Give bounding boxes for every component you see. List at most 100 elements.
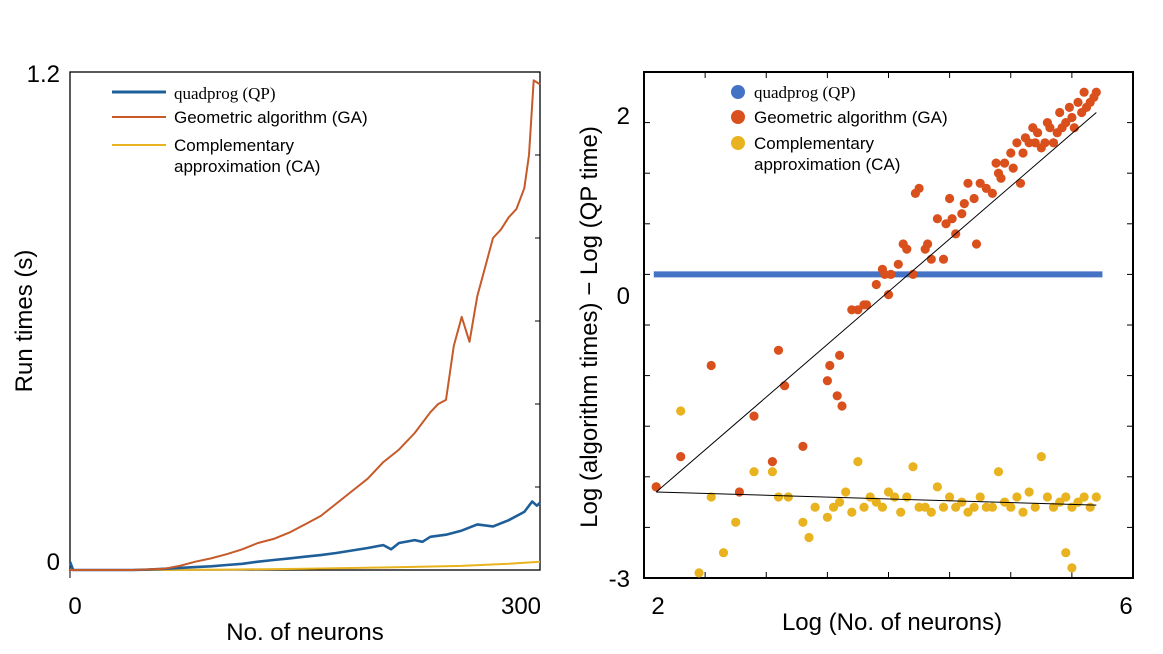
point-ga [902, 244, 912, 254]
point-ca [1012, 492, 1022, 502]
point-ca [841, 487, 851, 497]
right-x-tick-right: 6 [1119, 593, 1132, 620]
point-ga [886, 269, 896, 279]
point-ga [1033, 128, 1043, 138]
legend-label-qp-right: quadprog (QP) [754, 83, 856, 102]
right-y-tick-mid: 0 [617, 283, 630, 310]
point-ga [822, 376, 833, 386]
point-ca [938, 502, 949, 512]
point-ga [969, 193, 979, 204]
left-plot-frame [69, 71, 541, 571]
left-x-axis-label: No. of neurons [226, 619, 383, 646]
point-ca [926, 507, 936, 517]
legend-label-ca-right: Complementary approximation (CA) [754, 134, 900, 174]
point-ga [926, 254, 936, 264]
point-ca [835, 497, 845, 507]
point-ca [783, 492, 793, 502]
point-ga [1079, 87, 1089, 97]
point-ga [1061, 118, 1071, 128]
point-ca [773, 492, 784, 502]
fit-line-ga [655, 112, 1097, 493]
point-ca [706, 492, 716, 502]
left-ticks [69, 154, 540, 578]
point-ga [835, 350, 845, 360]
point-ga [971, 239, 982, 249]
point-ga [1008, 163, 1018, 173]
point-ga [837, 401, 847, 411]
point-ga [883, 290, 894, 300]
right-series-marks [651, 87, 1103, 578]
point-ca [1061, 492, 1071, 502]
point-ca [1006, 502, 1016, 512]
point-ga [861, 300, 872, 310]
point-ga [932, 214, 943, 224]
point-ga [1030, 138, 1040, 148]
point-ca [975, 492, 985, 502]
series-line-qp [68, 500, 541, 572]
point-ca [853, 457, 863, 467]
right-chart: 2 0 -3 2 6 Log (No. of neurons) Log (alg… [576, 71, 1134, 636]
right-y-tick-top: 2 [617, 103, 630, 130]
left-y-tick-bottom: 0 [47, 549, 60, 576]
point-ga [923, 239, 933, 249]
point-ca [945, 492, 955, 502]
point-ca [1091, 492, 1101, 502]
point-ca [676, 406, 686, 416]
point-ca [883, 487, 894, 497]
point-ca [1042, 492, 1052, 502]
point-ga [749, 411, 759, 421]
point-ca [731, 517, 741, 527]
point-ga [832, 391, 842, 401]
point-ga [1055, 107, 1065, 118]
point-ca [1030, 502, 1040, 512]
point-ga [853, 305, 863, 315]
point-ga [734, 487, 745, 497]
point-ca [847, 507, 857, 517]
point-ca [865, 492, 875, 502]
legend-label-qp: quadprog (QP) [174, 84, 276, 103]
point-ga [1045, 123, 1055, 133]
point-ga [987, 188, 998, 198]
point-ca [749, 467, 759, 477]
point-ca [1067, 563, 1077, 573]
point-ga [914, 183, 924, 193]
point-ga [798, 441, 808, 451]
point-ga [1000, 158, 1010, 168]
right-legend: quadprog (QP) Geometric algorithm (GA) C… [731, 83, 948, 174]
left-x-tick-right: 300 [501, 593, 541, 620]
point-ca [1048, 502, 1059, 512]
point-ca [987, 502, 998, 512]
point-ga [773, 345, 784, 355]
left-y-axis-label: Run times (s) [11, 250, 38, 393]
point-ca [694, 568, 704, 578]
point-ga [893, 259, 903, 269]
point-ga [780, 381, 790, 391]
legend-label-ga-right: Geometric algorithm (GA) [754, 108, 948, 127]
point-ga [1018, 148, 1028, 158]
point-ga [963, 178, 973, 188]
point-ga [706, 360, 716, 371]
right-y-tick-bottom: -3 [609, 566, 630, 593]
point-ga [1006, 148, 1016, 158]
point-ga [938, 254, 949, 264]
series-line-ga [70, 79, 541, 571]
point-ga [651, 482, 661, 492]
point-ca [767, 467, 778, 477]
left-x-tick-left: 0 [68, 593, 81, 620]
point-ga [825, 360, 835, 371]
point-ca [896, 507, 906, 517]
point-ca [969, 502, 979, 512]
point-ca [957, 497, 967, 507]
point-ga [945, 193, 955, 204]
point-ga [996, 173, 1006, 183]
point-ca [859, 502, 869, 512]
point-ca [1018, 507, 1028, 517]
point-ca [1079, 492, 1089, 502]
point-ca [871, 497, 881, 507]
point-ca [902, 492, 912, 502]
left-legend: quadprog (QP) Geometric algorithm (GA) C… [112, 84, 368, 176]
point-ga [947, 214, 957, 224]
point-ca [993, 467, 1004, 477]
point-ga [981, 183, 991, 193]
point-ca [932, 482, 943, 492]
